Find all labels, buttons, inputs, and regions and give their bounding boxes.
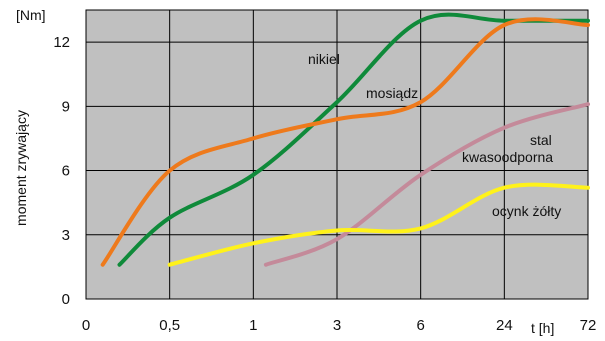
series-line-mosiądz <box>100 17 590 267</box>
series-label-ocynk: ocynk żółty <box>492 203 561 219</box>
x-tick-label: 3 <box>333 317 341 334</box>
tick-labels: 0 0,5 1 3 6 24 72 0 3 6 9 12 <box>53 34 596 334</box>
y-tick-label: 6 <box>62 163 70 180</box>
series-line-ocynk-żółty <box>167 182 590 267</box>
series-label-mosiadz: mosiądz <box>366 85 418 101</box>
y-tick-label: 12 <box>53 34 70 51</box>
series-line-nikiel <box>117 12 590 267</box>
y-tick-label: 9 <box>62 98 70 115</box>
x-tick-label: 0,5 <box>159 317 180 334</box>
series-label-stal-line2: kwasoodporna <box>462 149 553 165</box>
x-tick-label: 1 <box>249 317 257 334</box>
x-tick-label: 72 <box>580 317 597 334</box>
series-label-stal-line1: stal <box>530 132 552 148</box>
x-tick-label: 24 <box>496 317 513 334</box>
series-line-stal-kwasoodporna <box>263 102 590 267</box>
series-layer <box>100 12 590 267</box>
x-tick-label: 6 <box>416 317 424 334</box>
plot-border <box>85 9 589 300</box>
y-tick-label: 0 <box>62 291 70 308</box>
y-unit-label: [Nm] <box>16 7 46 23</box>
series-label-nikiel: nikiel <box>308 51 340 67</box>
grid <box>85 9 589 300</box>
y-tick-label: 3 <box>62 227 70 244</box>
x-axis-title: t [h] <box>531 320 554 336</box>
x-tick-label: 0 <box>82 317 90 334</box>
y-axis-title: moment zrywający <box>13 110 29 226</box>
